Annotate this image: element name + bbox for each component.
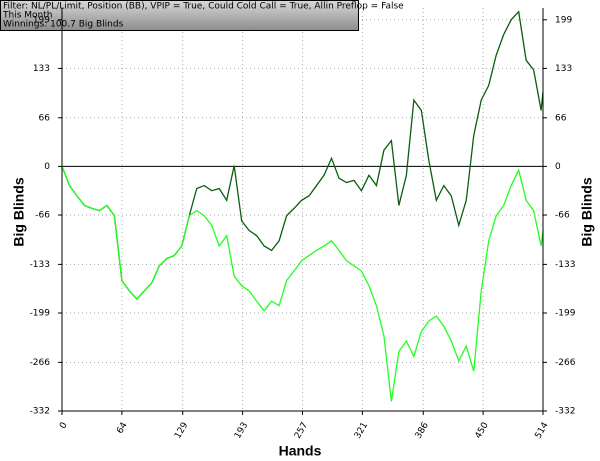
y-axis-title: Big Blinds <box>11 177 27 246</box>
y2-tick-label: -266 <box>555 358 576 368</box>
y-tick-label: 133 <box>33 64 50 74</box>
y2-tick-label: -199 <box>555 309 576 319</box>
y2-tick-label: 0 <box>555 162 561 172</box>
filter-text: Winnings: 100.7 Big Blinds <box>3 20 124 30</box>
x-tick-label: 450 <box>474 421 491 441</box>
series-line <box>61 10 544 300</box>
filter-box: Filter: NL/PL/Limit, Position (BB), VPIP… <box>0 0 404 31</box>
y-tick-label: 0 <box>44 162 50 172</box>
y2-tick-label: 199 <box>555 15 572 25</box>
filter-text: Filter: NL/PL/Limit, Position (BB), VPIP… <box>3 2 404 12</box>
y-tick-label: -332 <box>30 407 50 417</box>
x-tick-label: 257 <box>293 421 310 441</box>
y-tick-label: -133 <box>30 260 50 270</box>
series-line <box>61 166 544 402</box>
filter-box-bg <box>0 0 359 31</box>
x-axis-title: Hands <box>279 443 322 459</box>
y-tick-label: 66 <box>39 113 51 123</box>
y2-tick-label: -332 <box>555 407 575 417</box>
y2-tick-label: 66 <box>555 113 567 123</box>
y-tick-label: -266 <box>30 358 51 368</box>
x-tick-label: 514 <box>534 421 551 441</box>
y-tick-label: 199 <box>33 15 50 25</box>
y-tick-label: -199 <box>30 309 51 319</box>
x-tick-label: 64 <box>115 421 130 436</box>
filter-text: This Month <box>2 11 52 21</box>
y2-tick-label: -133 <box>555 260 575 270</box>
y2-axis-title: Big Blinds <box>579 177 595 246</box>
x-tick-label: 129 <box>173 421 190 441</box>
x-tick-label: 321 <box>353 421 370 441</box>
y2-tick-label: 133 <box>555 64 572 74</box>
y2-tick-label: -66 <box>555 211 570 221</box>
x-tick-label: 386 <box>414 421 431 441</box>
y-tick-label: -66 <box>35 211 50 221</box>
x-tick-label: 0 <box>58 421 70 431</box>
x-tick-label: 193 <box>233 421 250 441</box>
